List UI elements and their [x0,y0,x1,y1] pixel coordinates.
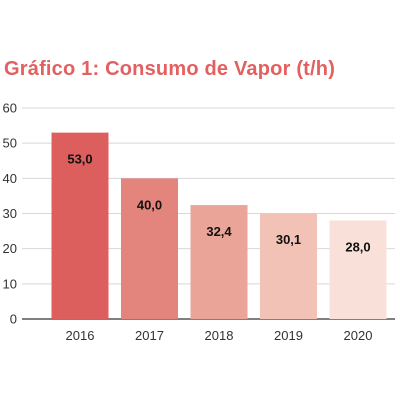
bar-2019 [260,213,317,319]
y-tick-label: 20 [3,241,17,256]
y-tick-label: 0 [10,312,17,327]
bar-2016 [51,132,109,319]
y-tick-label: 60 [3,101,17,116]
y-tick-label: 30 [3,206,17,221]
x-tick-label: 2020 [344,328,373,343]
x-tick-label: 2018 [205,328,234,343]
bar-2018 [190,205,248,319]
bar-value-label: 32,4 [206,224,232,239]
y-tick-label: 40 [3,171,17,186]
bar-value-label: 28,0 [345,240,370,255]
y-tick-label: 10 [3,276,17,291]
y-tick-label: 50 [3,136,17,151]
bar-value-label: 40,0 [137,197,162,212]
x-tick-label: 2016 [66,328,95,343]
x-tick-label: 2017 [135,328,164,343]
bar-2017 [121,178,178,319]
bar-value-label: 53,0 [67,152,92,167]
bars [51,132,387,319]
bar-2020 [329,220,387,319]
bar-value-labels: 53,0 40,0 32,4 30,1 28,0 [67,152,370,255]
y-axis-ticks: 0 10 20 30 40 50 60 [3,101,17,327]
bar-value-label: 30,1 [276,232,301,247]
chart-title: Gráfico 1: Consumo de Vapor (t/h) [4,58,336,80]
x-axis-ticks: 2016 2017 2018 2019 2020 [66,328,373,343]
x-tick-label: 2019 [274,328,303,343]
